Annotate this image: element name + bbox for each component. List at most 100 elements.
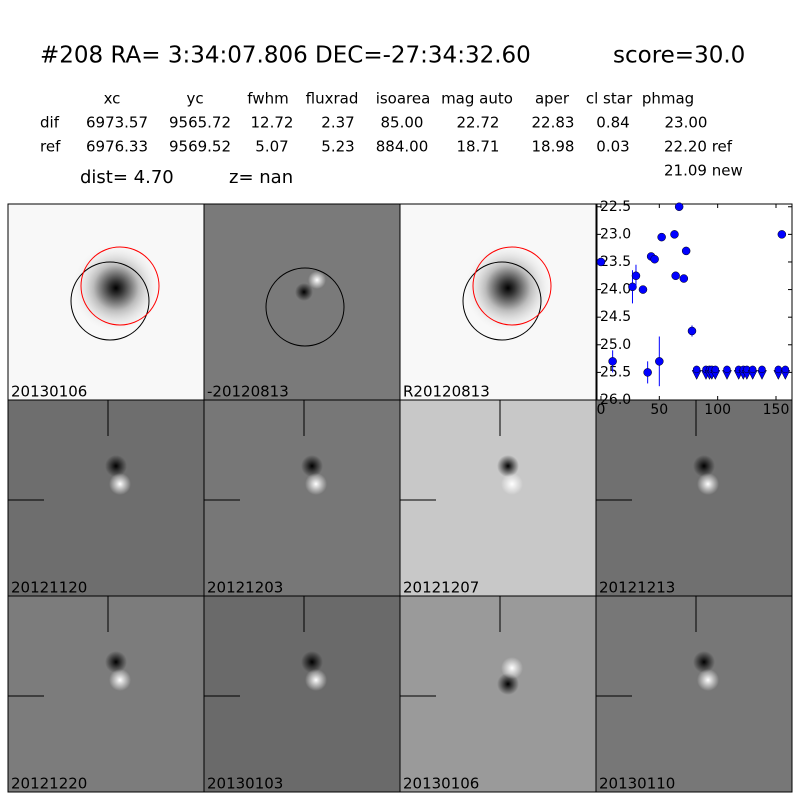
residual: [501, 473, 523, 495]
column-header: aper: [535, 90, 570, 108]
column-header: cl star: [586, 90, 633, 108]
residual: [497, 455, 519, 477]
y-tick-label: 24.0: [600, 282, 631, 298]
point: [608, 357, 617, 366]
column-header: fluxrad: [306, 90, 359, 108]
residual: [295, 283, 313, 301]
stamp-label: 20130106: [11, 383, 87, 401]
aperture: [265, 267, 345, 347]
row-label: ref: [40, 138, 61, 156]
stamp-label: 20121120: [11, 579, 87, 597]
stamp-image: [399, 595, 597, 793]
cell: 22.83: [532, 114, 575, 132]
stamp-label: 20130103: [207, 775, 283, 793]
point: [670, 230, 679, 239]
point: [687, 326, 697, 336]
cell: 18.71: [457, 138, 500, 156]
cell: 5.23: [321, 138, 354, 156]
residual: [109, 669, 131, 691]
y-tick-label: 22.5: [600, 199, 631, 215]
residual: [105, 455, 127, 477]
residual: [501, 657, 523, 679]
residual: [109, 473, 131, 495]
upper-limit-dot: [774, 365, 783, 374]
stamp-image: [7, 399, 205, 597]
title: #208 RA= 3:34:07.806 DEC=-27:34:32.60: [40, 43, 531, 69]
source: [463, 243, 553, 333]
residual: [301, 455, 323, 477]
point: [674, 202, 684, 212]
residual: [697, 669, 719, 691]
point: [681, 246, 691, 256]
y-tick-label: 23.5: [600, 254, 631, 270]
y-tick-label: 26.0: [600, 392, 631, 408]
stamp-label: -20120813: [207, 383, 289, 401]
row-label: dif: [40, 114, 60, 132]
column-header: yc: [186, 90, 203, 108]
residual: [105, 651, 127, 673]
column-header: fwhm: [247, 90, 288, 108]
dist: dist= 4.70: [80, 167, 174, 188]
point: [650, 254, 659, 264]
stamp-label: 20121203: [207, 579, 283, 597]
cell: 0.03: [596, 138, 629, 156]
stamp-label: 20121207: [403, 579, 479, 597]
cell: 22.20 ref: [664, 138, 733, 156]
residual: [693, 455, 715, 477]
cell: 0.84: [596, 114, 629, 132]
stamp-image: [595, 595, 793, 793]
point: [657, 232, 666, 242]
cell: 12.72: [251, 114, 294, 132]
residual: [697, 473, 719, 495]
y-tick-label: 25.5: [600, 364, 631, 380]
stamp-label: 20121213: [599, 579, 675, 597]
cell: 22.72: [457, 114, 500, 132]
cell: 2.37: [321, 114, 354, 132]
residual: [693, 651, 715, 673]
point: [679, 274, 689, 283]
point: [628, 282, 637, 292]
cell: 6973.57: [86, 114, 148, 132]
stamp-label: 20121220: [11, 775, 87, 793]
stamp-image: [203, 595, 401, 793]
residual: [305, 473, 327, 495]
upper-limit-dot: [748, 365, 757, 374]
column-header: phmag: [642, 90, 694, 108]
point: [777, 230, 787, 239]
upper-limit-dot: [781, 365, 790, 374]
residual: [305, 669, 327, 691]
x-tick-label: 50: [650, 402, 668, 418]
aperture: [80, 246, 160, 326]
stamp-image: [399, 399, 597, 597]
cell: 9569.52: [169, 138, 231, 156]
upper-limit-dot: [711, 365, 720, 374]
cell: 9565.72: [169, 114, 231, 132]
column-header: xc: [104, 90, 121, 108]
column-header: mag auto: [441, 90, 513, 108]
new-mag: 21.09 new: [664, 162, 743, 180]
score: score=30.0: [613, 43, 745, 69]
x-tick-label: 150: [763, 402, 790, 418]
stamp-label: 20130106: [403, 775, 479, 793]
upper-limit-dot: [758, 365, 766, 374]
stamp-image: [203, 399, 401, 597]
point: [643, 368, 652, 377]
source: [71, 243, 161, 333]
cell: 5.07: [255, 138, 288, 156]
point: [631, 271, 641, 281]
residual: [308, 271, 326, 289]
cell: 23.00: [665, 114, 708, 132]
y-tick-label: 23.0: [600, 226, 631, 242]
y-tick-label: 25.0: [600, 337, 631, 353]
stamp-label: R20120813: [403, 383, 490, 401]
stamp-image: [203, 203, 401, 401]
point: [596, 257, 606, 267]
stamp-image: [7, 595, 205, 793]
upper-limit-dot: [723, 365, 731, 374]
x-tick-label: 100: [704, 402, 731, 418]
point: [638, 285, 648, 294]
point: [671, 271, 680, 281]
aperture: [472, 246, 552, 326]
x-tick-label: 0: [597, 402, 606, 418]
